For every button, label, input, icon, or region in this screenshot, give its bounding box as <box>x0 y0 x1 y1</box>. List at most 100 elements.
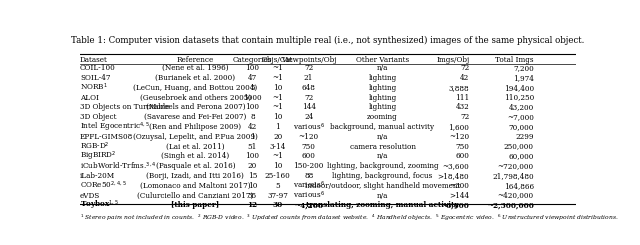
Text: 10: 10 <box>273 162 282 170</box>
Text: lighting: lighting <box>369 84 397 92</box>
Text: 1,974: 1,974 <box>513 74 534 82</box>
Text: $^1$ Stereo pairs not included in counts.  $^2$ RGB-D video.  $^3$ Updated count: $^1$ Stereo pairs not included in counts… <box>80 213 618 223</box>
Text: ~300: ~300 <box>449 182 469 190</box>
Text: 432: 432 <box>456 103 469 111</box>
Text: 100: 100 <box>245 64 259 72</box>
Text: lighting, background, zooming: lighting, background, zooming <box>327 162 438 170</box>
Text: background, manual activity: background, manual activity <box>330 123 435 131</box>
Text: (Culurciello and Canziani 2017): (Culurciello and Canziani 2017) <box>137 192 253 200</box>
Text: (Nene et al. 1996): (Nene et al. 1996) <box>162 64 228 72</box>
Text: 10: 10 <box>273 113 282 121</box>
Text: 164,866: 164,866 <box>504 182 534 190</box>
Text: 3,888: 3,888 <box>449 84 469 92</box>
Text: EPFL-GIMS08: EPFL-GIMS08 <box>80 133 133 141</box>
Text: CORe50$^{2,4,5}$: CORe50$^{2,4,5}$ <box>80 180 127 191</box>
Text: indoor/outdoor, slight handheld movement: indoor/outdoor, slight handheld movement <box>305 182 460 190</box>
Text: 1: 1 <box>250 133 255 141</box>
Text: (Geusebroek and others 2005): (Geusebroek and others 2005) <box>140 94 251 101</box>
Text: BigBIRD$^2$: BigBIRD$^2$ <box>80 150 116 163</box>
Text: 10: 10 <box>248 182 257 190</box>
Text: (Borji, Izadi, and Itti 2016): (Borji, Izadi, and Itti 2016) <box>147 172 244 180</box>
Text: ~4,200: ~4,200 <box>294 201 323 209</box>
Text: 3D Object: 3D Object <box>80 113 116 121</box>
Text: 70,000: 70,000 <box>508 123 534 131</box>
Text: ~1: ~1 <box>272 94 283 101</box>
Text: lighting, background, focus: lighting, background, focus <box>332 172 433 180</box>
Text: 194,400: 194,400 <box>504 84 534 92</box>
Text: ~7,000: ~7,000 <box>507 113 534 121</box>
Text: (Singh et al. 2014): (Singh et al. 2014) <box>161 152 230 160</box>
Text: ~420,000: ~420,000 <box>498 192 534 200</box>
Text: 20: 20 <box>248 162 257 170</box>
Text: (Burianek et al. 2000): (Burianek et al. 2000) <box>156 74 236 82</box>
Text: Viewpoints/Obj: Viewpoints/Obj <box>281 56 337 64</box>
Text: Objs/Cat: Objs/Cat <box>262 56 293 64</box>
Text: 72: 72 <box>460 113 469 121</box>
Text: n/a: n/a <box>377 152 388 160</box>
Text: 750: 750 <box>301 143 316 150</box>
Text: (Ozuysal, Lepelit, and P.Fua 2009): (Ozuysal, Lepelit, and P.Fua 2009) <box>133 133 258 141</box>
Text: ~2,300,000: ~2,300,000 <box>487 201 534 209</box>
Text: 60,000: 60,000 <box>508 152 534 160</box>
Text: zooming: zooming <box>367 113 398 121</box>
Text: ~1: ~1 <box>272 74 283 82</box>
Text: ~3,600: ~3,600 <box>443 162 469 170</box>
Text: ALOI: ALOI <box>80 94 99 101</box>
Text: 8: 8 <box>250 113 255 121</box>
Text: various$^6$: various$^6$ <box>292 121 324 133</box>
Text: 47: 47 <box>248 74 257 82</box>
Text: (Lomonaco and Maltoni 2017): (Lomonaco and Maltoni 2017) <box>140 182 251 190</box>
Text: SOIL-47: SOIL-47 <box>80 74 111 82</box>
Text: Reference: Reference <box>177 56 214 64</box>
Text: 144: 144 <box>301 103 316 111</box>
Text: ~1: ~1 <box>272 64 283 72</box>
Text: iCubWorld-Trfms.$^{3,4}$: iCubWorld-Trfms.$^{3,4}$ <box>80 160 157 172</box>
Text: 30: 30 <box>273 201 283 209</box>
Text: 72: 72 <box>304 94 314 101</box>
Text: various$^6$: various$^6$ <box>292 190 324 201</box>
Text: 600: 600 <box>301 152 316 160</box>
Text: 42: 42 <box>248 123 257 131</box>
Text: 5: 5 <box>275 182 280 190</box>
Text: (LeCun, Huang, and Bottou 2004): (LeCun, Huang, and Bottou 2004) <box>133 84 257 92</box>
Text: Total Imgs: Total Imgs <box>495 56 534 64</box>
Text: 42: 42 <box>460 74 469 82</box>
Text: n/a: n/a <box>377 133 388 141</box>
Text: 72: 72 <box>460 64 469 72</box>
Text: 110,250: 110,250 <box>504 94 534 101</box>
Text: 100: 100 <box>245 152 259 160</box>
Text: ~1: ~1 <box>272 152 283 160</box>
Text: iLab-20M: iLab-20M <box>80 172 115 180</box>
Text: >18,480: >18,480 <box>438 172 469 180</box>
Text: 150-200: 150-200 <box>294 162 324 170</box>
Text: Categories: Categories <box>233 56 272 64</box>
Text: 750: 750 <box>456 143 469 150</box>
Text: 648: 648 <box>301 84 316 92</box>
Text: Table 1: Computer vision datasets that contain multiple real (i.e., not synthesi: Table 1: Computer vision datasets that c… <box>71 36 585 45</box>
Text: (Savarese and Fei-Fei 2007): (Savarese and Fei-Fei 2007) <box>144 113 246 121</box>
Text: 24: 24 <box>304 113 314 121</box>
Text: translating, zooming, manual activity: translating, zooming, manual activity <box>307 201 459 209</box>
Text: ~120: ~120 <box>449 133 469 141</box>
Text: 250,000: 250,000 <box>504 143 534 150</box>
Text: ~1: ~1 <box>272 103 283 111</box>
Text: 1: 1 <box>275 123 280 131</box>
Text: 7,200: 7,200 <box>513 64 534 72</box>
Text: 1000: 1000 <box>243 94 262 101</box>
Text: 21: 21 <box>304 74 314 82</box>
Text: n/a: n/a <box>377 64 388 72</box>
Text: NORB$^1$: NORB$^1$ <box>80 82 108 93</box>
Text: Intel Egocentric$^{4,5}$: Intel Egocentric$^{4,5}$ <box>80 120 150 134</box>
Text: eVDS: eVDS <box>80 192 100 200</box>
Text: camera resolution: camera resolution <box>349 143 415 150</box>
Text: 35: 35 <box>248 192 257 200</box>
Text: 72: 72 <box>304 64 314 72</box>
Text: lighting: lighting <box>369 103 397 111</box>
Text: >144: >144 <box>449 192 469 200</box>
Text: Dataset: Dataset <box>80 56 108 64</box>
Text: lighting: lighting <box>369 74 397 82</box>
Text: 21,798,480: 21,798,480 <box>492 172 534 180</box>
Text: Toybox$^{1,5}$: Toybox$^{1,5}$ <box>80 199 119 212</box>
Text: (Lai et al. 2011): (Lai et al. 2011) <box>166 143 225 150</box>
Text: RGB-D$^2$: RGB-D$^2$ <box>80 141 109 152</box>
